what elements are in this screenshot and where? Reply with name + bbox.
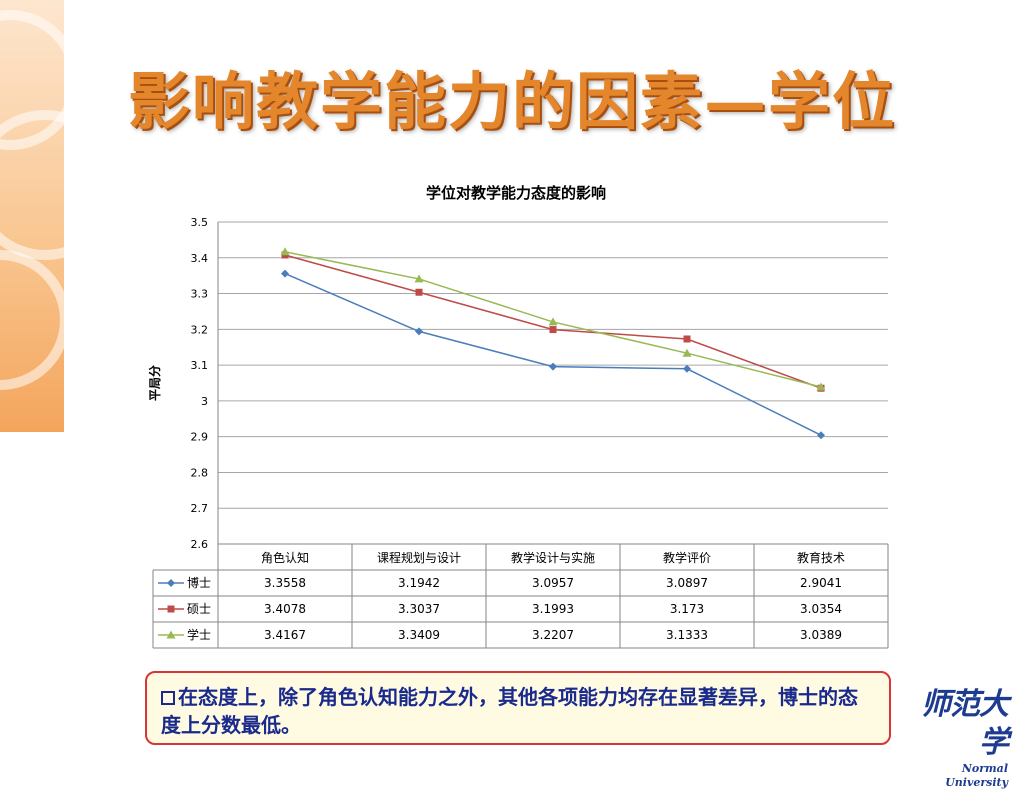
data-label: 3.173 — [670, 602, 704, 616]
legend-marker — [167, 605, 175, 613]
x-category-label: 课程规划与设计 — [377, 550, 461, 565]
y-tick-label: 3.5 — [191, 216, 209, 229]
y-tick-label: 2.8 — [191, 466, 209, 479]
legend-marker — [166, 630, 176, 639]
y-tick-label: 3.1 — [191, 359, 209, 372]
y-tick-label: 2.9 — [191, 431, 209, 444]
side-decoration — [0, 0, 64, 432]
y-tick-label: 3.3 — [191, 288, 209, 301]
legend-marker — [167, 579, 175, 587]
university-logo: 师范大学 Normal University — [896, 686, 1009, 789]
data-point — [683, 335, 691, 343]
data-point — [549, 362, 557, 371]
x-category-label: 角色认知 — [261, 551, 309, 565]
x-category-label: 教育技术 — [797, 550, 845, 565]
legend-label: 博士 — [187, 575, 211, 590]
legend-label: 硕士 — [187, 602, 211, 616]
data-label: 3.0389 — [800, 628, 842, 642]
logo-subtitle: Normal University — [945, 762, 1008, 789]
logo-text: 师范大学 — [921, 687, 1009, 760]
data-point — [281, 269, 289, 278]
x-category-label: 教学设计与实施 — [511, 550, 595, 565]
data-label: 3.4167 — [264, 628, 306, 642]
y-tick-label: 2.6 — [191, 538, 209, 551]
data-point — [280, 247, 290, 256]
y-tick-label: 3 — [201, 395, 208, 408]
data-label: 3.0354 — [800, 602, 842, 616]
data-point — [816, 382, 826, 391]
data-label: 3.0897 — [666, 576, 708, 590]
x-category-label: 教学评价 — [663, 550, 711, 565]
y-axis-label: 平局分 — [147, 365, 162, 401]
data-label: 3.3409 — [398, 628, 440, 642]
data-label: 3.1942 — [398, 576, 440, 590]
data-label: 3.1993 — [532, 602, 574, 616]
data-label: 3.1333 — [666, 628, 708, 642]
y-tick-label: 3.4 — [191, 252, 209, 265]
decorative-ring — [0, 110, 64, 260]
data-point — [682, 348, 692, 357]
data-label: 3.0957 — [532, 576, 574, 590]
data-label: 3.3037 — [398, 602, 440, 616]
chart-title: 学位对教学能力态度的影响 — [426, 184, 606, 202]
y-tick-label: 2.7 — [191, 502, 209, 515]
data-point — [548, 317, 558, 326]
data-label: 3.2207 — [532, 628, 574, 642]
data-point — [414, 274, 424, 283]
note-text: 在态度上，除了角色认知能力之外，其他各项能力均存在显著差异，博士的态度上分数最低… — [161, 685, 858, 737]
note-box: 在态度上，除了角色认知能力之外，其他各项能力均存在显著差异，博士的态度上分数最低… — [145, 671, 891, 745]
square-bullet-icon — [161, 691, 175, 705]
y-tick-label: 3.2 — [191, 323, 209, 336]
data-point — [817, 431, 825, 440]
series-line — [284, 272, 822, 436]
slide-title: 影响教学能力的因素—学位 — [127, 65, 896, 138]
data-label: 2.9041 — [800, 576, 842, 590]
data-point — [549, 326, 557, 334]
line-chart: 学位对教学能力态度的影响 3.5 3.4 3.3 3.2 3.1 3 2.9 2.8 2.7 2.6… — [147, 184, 889, 649]
legend-label: 学士 — [187, 627, 211, 642]
data-point — [415, 288, 423, 296]
data-point — [683, 364, 691, 373]
data-label: 3.3558 — [264, 576, 306, 590]
data-label: 3.4078 — [264, 602, 306, 616]
data-point — [415, 327, 423, 336]
